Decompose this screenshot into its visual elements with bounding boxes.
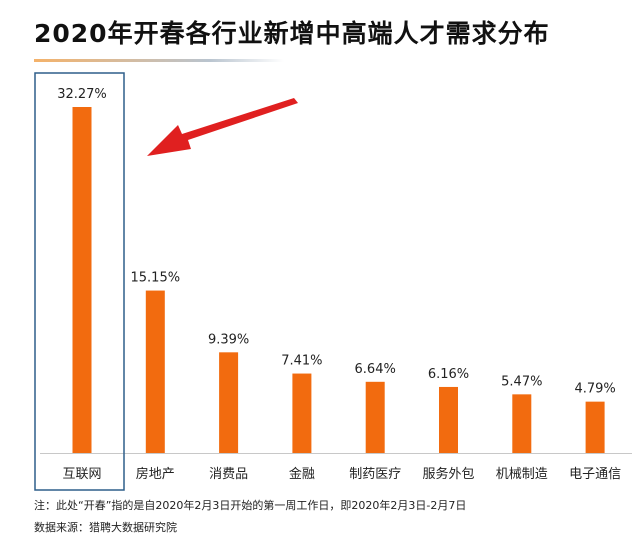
red-arrow-icon [147, 98, 298, 156]
category-label: 电子通信 [569, 467, 621, 482]
category-label: 服务外包 [422, 466, 474, 482]
highlight-box [34, 72, 125, 491]
category-label: 制药医疗 [349, 467, 401, 482]
bar-房地产 [145, 290, 165, 453]
bar-制药医疗 [365, 381, 385, 453]
footnote: 注：此处“开春”指的是自2020年2月3日开始的第一周工作日，即2020年2月3… [34, 499, 467, 512]
data-label: 4.79% [574, 382, 615, 397]
category-label: 消费品 [209, 467, 248, 482]
bar-机械制造 [512, 394, 532, 453]
category-label: 房地产 [136, 466, 175, 482]
bar-服务外包 [439, 386, 458, 453]
chart-title: 2020年开春各行业新增中高端人才需求分布 [34, 19, 550, 48]
data-label: 32.27% [57, 87, 107, 102]
data-label: 6.64% [355, 362, 396, 377]
data-label: 15.15% [131, 271, 181, 286]
data-label: 5.47% [501, 374, 542, 389]
bar-消费品 [219, 352, 239, 453]
bar-电子通信 [585, 401, 605, 453]
data-label: 9.39% [208, 332, 249, 347]
data-label: 7.41% [281, 354, 322, 369]
title-underline [34, 59, 284, 62]
data-label: 6.16% [428, 367, 469, 382]
category-label: 互联网 [62, 467, 101, 482]
data-source: 数据来源：猎聘大数据研究院 [34, 521, 177, 534]
category-label: 金融 [289, 466, 315, 482]
bar-互联网 [72, 107, 92, 453]
bar-金融 [292, 373, 312, 453]
category-label: 机械制造 [496, 467, 548, 482]
